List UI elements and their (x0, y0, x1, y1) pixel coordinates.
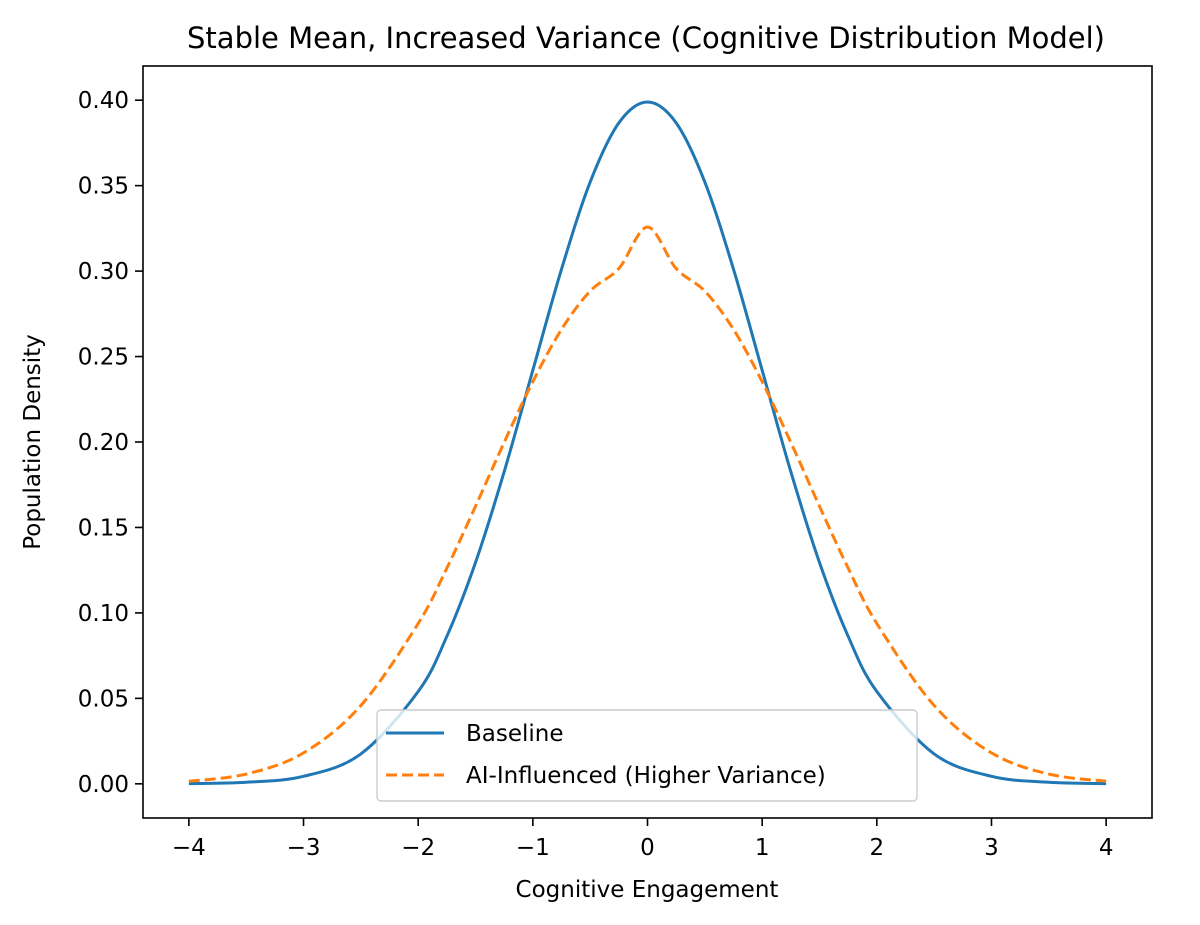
chart-title: Stable Mean, Increased Variance (Cogniti… (187, 21, 1105, 55)
y-axis-label: Population Density (20, 334, 46, 550)
x-tick-label: −3 (287, 835, 321, 861)
y-tick-label: 0.10 (78, 601, 129, 627)
y-tick-label: 0.20 (78, 430, 129, 456)
legend: Baseline AI-Influenced (Higher Variance) (376, 709, 918, 802)
y-tick-label: 0.40 (78, 88, 129, 114)
y-tick-label: 0.25 (78, 345, 129, 371)
x-tick-label: 4 (1099, 835, 1114, 861)
x-tick-label: −1 (516, 835, 550, 861)
y-tick-label: 0.15 (78, 515, 129, 541)
y-axis-ticks: 0.00 0.05 0.10 0.15 0.20 0.25 0.30 0.35 0.40 (78, 88, 143, 798)
x-tick-label: 0 (640, 835, 655, 861)
legend-label-baseline: Baseline (466, 721, 564, 747)
y-tick-label: 0.35 (78, 174, 129, 200)
legend-label-ai-influenced: AI-Influenced (Higher Variance) (466, 763, 826, 789)
plot-area (142, 65, 1153, 819)
series-line-ai-influenced (188, 225, 1107, 783)
x-axis-ticks: −4 −3 −2 −1 0 1 2 3 4 (172, 818, 1114, 861)
x-tick-label: 2 (869, 835, 884, 861)
x-axis-label: Cognitive Engagement (516, 877, 779, 903)
plot-frame (142, 65, 1153, 819)
y-tick-label: 0.30 (78, 259, 129, 285)
x-tick-label: −2 (401, 835, 435, 861)
series-layer (188, 100, 1107, 786)
x-tick-label: −4 (172, 835, 206, 861)
x-tick-label: 1 (755, 835, 770, 861)
legend-box (376, 709, 918, 802)
x-tick-label: 3 (984, 835, 999, 861)
y-tick-label: 0.05 (78, 686, 129, 712)
series-line-baseline (188, 100, 1107, 786)
y-tick-label: 0.00 (78, 772, 129, 798)
